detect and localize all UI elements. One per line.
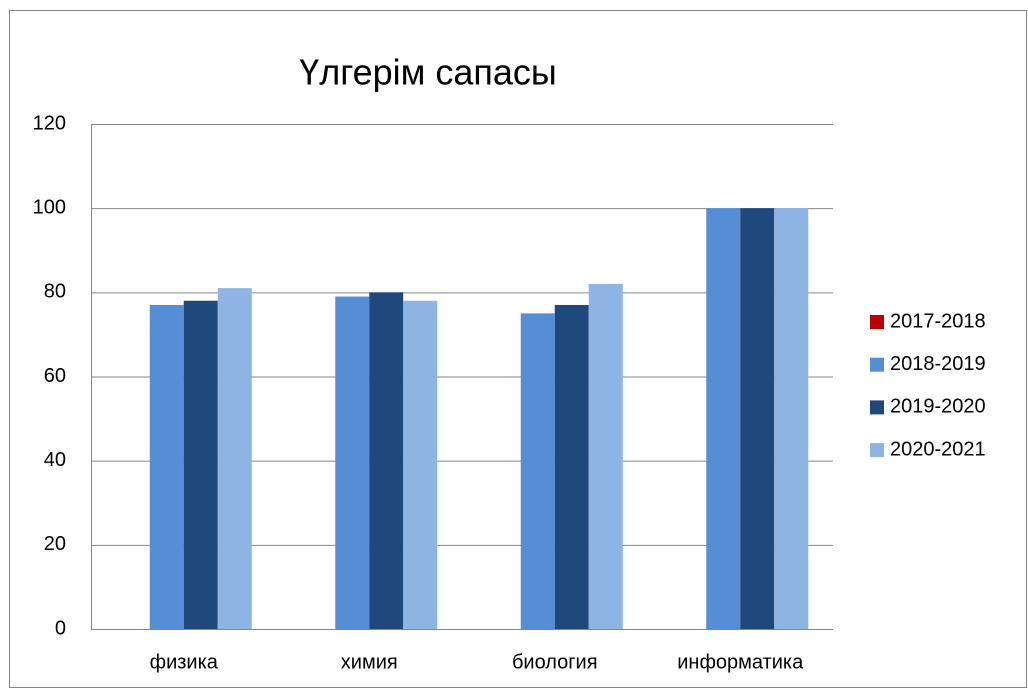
legend-label: 2017-2018: [890, 310, 986, 332]
bar: [217, 288, 252, 629]
y-tick-label: 40: [44, 449, 66, 471]
bar: [520, 313, 555, 629]
bar: [588, 283, 623, 629]
bar: [706, 208, 741, 629]
x-tick-label: биология: [512, 651, 598, 673]
legend-swatch: [870, 400, 884, 415]
x-tick-label: химия: [341, 651, 398, 673]
y-tick-label: 80: [44, 281, 66, 303]
legend-label: 2018-2019: [890, 353, 986, 375]
bar: [740, 208, 775, 629]
bar: [149, 304, 184, 629]
legend-swatch: [870, 315, 884, 329]
chart-title: Үлгерім сапасы: [299, 52, 557, 93]
legend-swatch: [870, 357, 884, 372]
bar: [183, 300, 218, 629]
bar: [403, 300, 438, 629]
bar: [335, 296, 370, 629]
x-tick-label: информатика: [677, 651, 804, 673]
legend-label: 2020-2021: [890, 438, 986, 460]
bar: [554, 304, 589, 629]
y-tick-label: 120: [33, 112, 66, 134]
y-tick-label: 20: [44, 533, 66, 555]
x-tick-label: физика: [150, 651, 219, 673]
legend-label: 2019-2020: [890, 396, 986, 418]
legend-swatch: [870, 443, 884, 458]
y-tick-label: 0: [55, 617, 66, 639]
bar: [774, 208, 809, 629]
bar: [369, 292, 404, 629]
y-tick-label: 100: [33, 196, 66, 218]
y-tick-label: 60: [44, 365, 66, 387]
